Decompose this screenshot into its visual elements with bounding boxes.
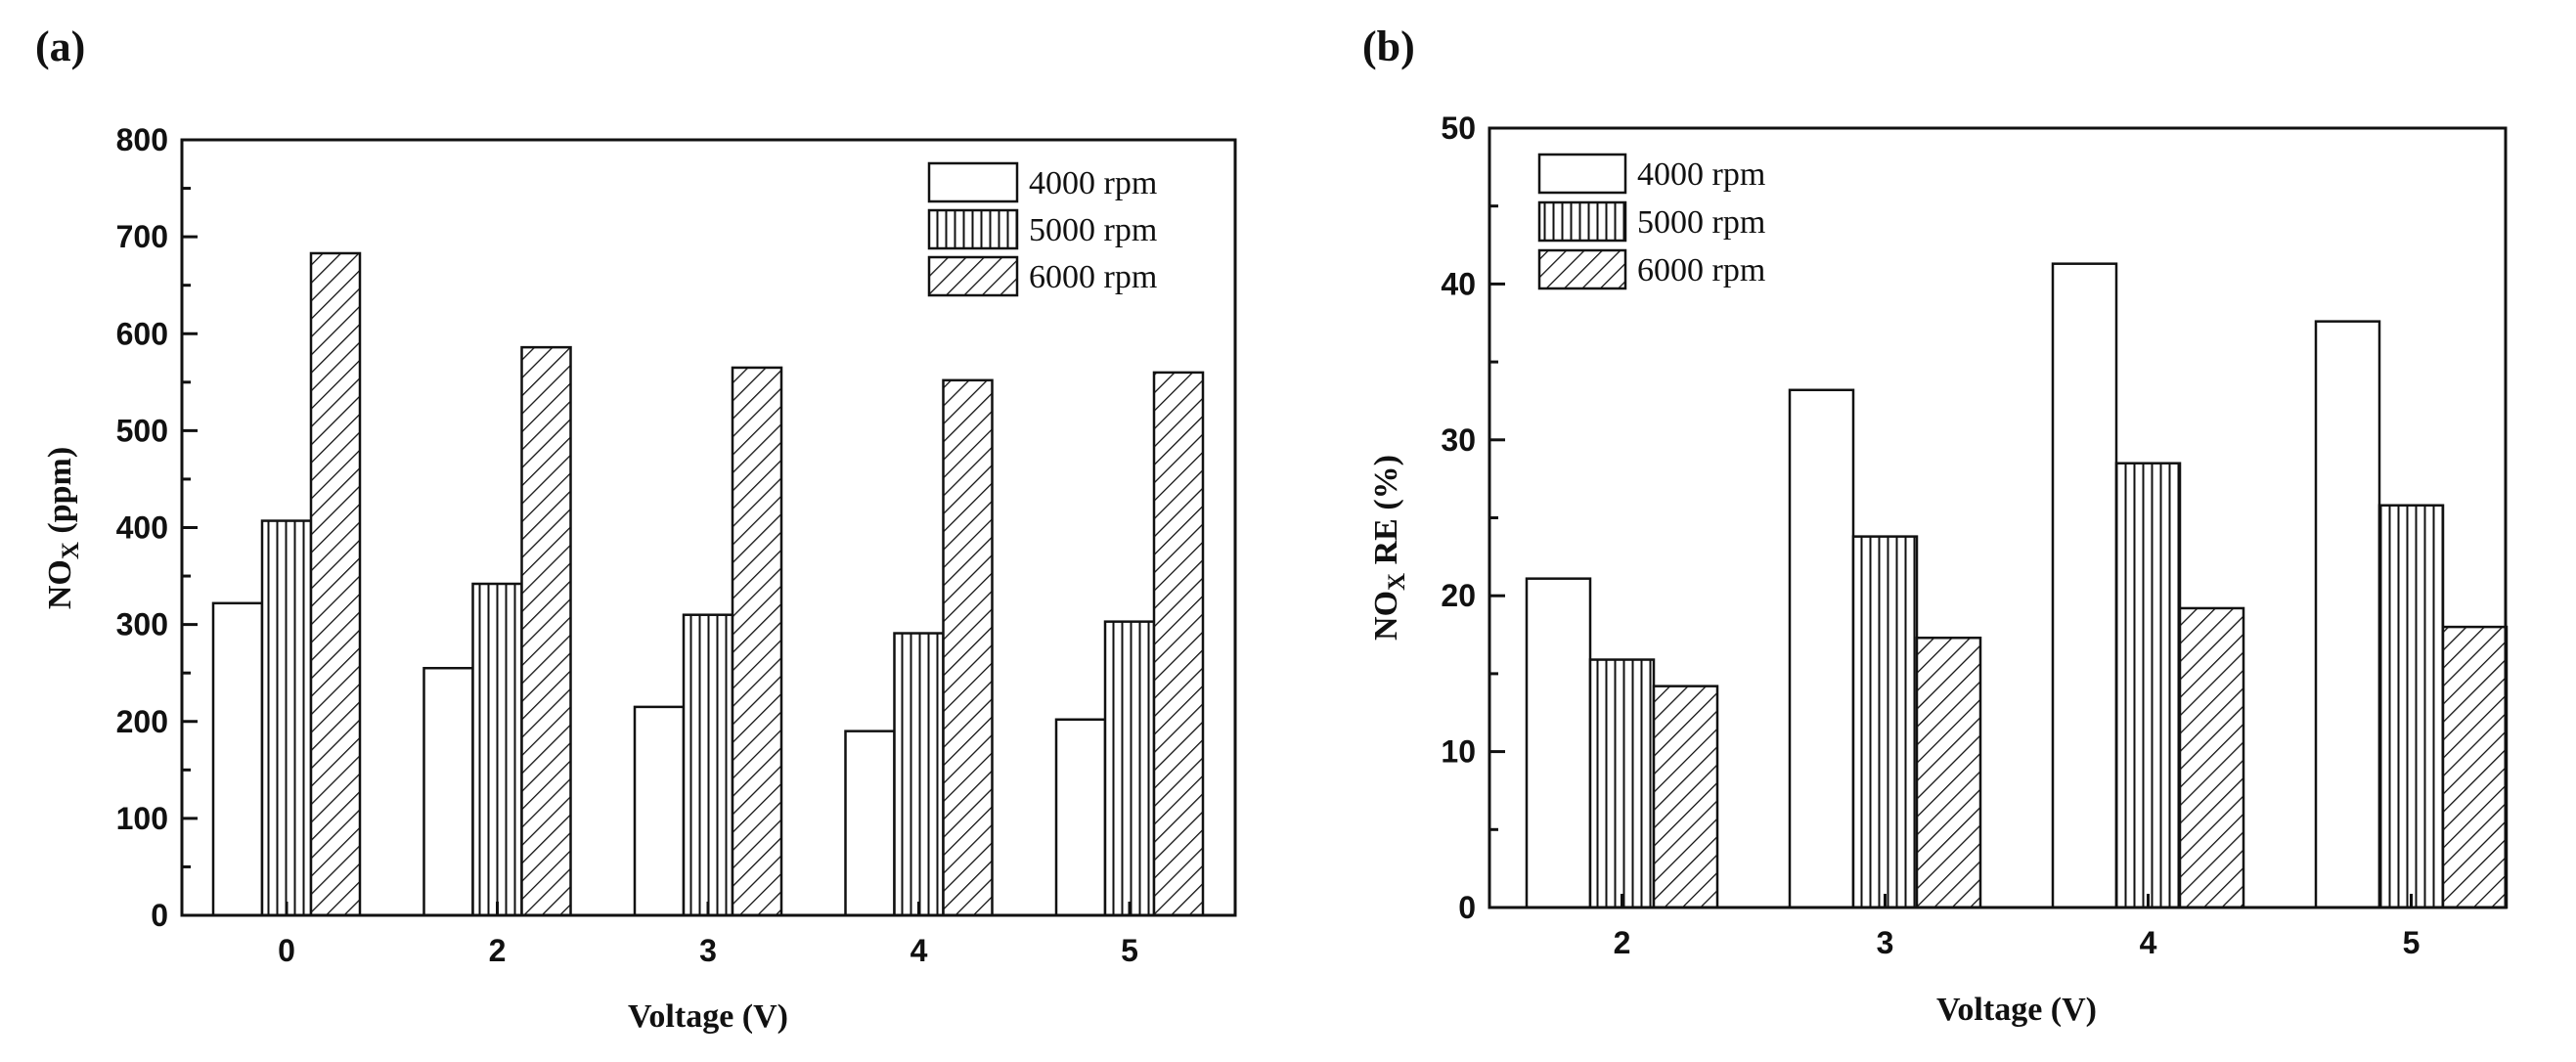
y-axis-title-rest: RE (%): [1368, 455, 1404, 573]
bar-4000-rpm-v3: [633, 705, 686, 917]
bar-6000-rpm-v4: [942, 378, 994, 917]
x-tick-label: 0: [278, 933, 295, 968]
y-tick-label: 10: [1441, 734, 1476, 770]
y-axis-title-rest: (ppm): [42, 447, 78, 542]
chart-panel-b: (b) 0 10 20 30 40 50 2 3 4 5 Voltage (V) NOX RE …: [1362, 22, 2509, 1028]
legend-label: 4000 rpm: [1029, 165, 1157, 201]
legend-swatch: [927, 208, 1019, 250]
bar-6000-rpm-v4: [2178, 606, 2245, 909]
y-tick-label: 50: [1441, 111, 1476, 146]
legend-swatch: [927, 255, 1019, 297]
y-tick-label: 500: [116, 413, 168, 448]
y-tick-label: 300: [116, 607, 168, 642]
x-axis: 0 2 3 4 5: [278, 902, 1138, 968]
chart-panel-a: (a) 0 100 200 300 400 500 600 700 800 0 2 3 4 5 Volt…: [35, 22, 1237, 1035]
bar-4000-rpm-v0: [211, 601, 264, 917]
y-tick-label: 100: [116, 801, 168, 836]
x-tick-label: 3: [699, 933, 717, 968]
y-tick-label: 30: [1441, 422, 1476, 458]
x-axis-title: Voltage (V): [1936, 992, 2097, 1028]
legend-label: 5000 rpm: [1029, 212, 1157, 248]
y-axis: 0 100 200 300 400 500 600 700 800: [116, 122, 198, 933]
bar-5000-rpm-v5: [2377, 504, 2445, 909]
x-axis: 2 3 4 5: [1614, 894, 2421, 960]
bar-6000-rpm-v2: [1652, 685, 1719, 909]
bar-6000-rpm-v2: [520, 345, 572, 917]
y-tick-label: 0: [151, 898, 168, 933]
bar-4000-rpm-v4: [2051, 262, 2118, 909]
x-tick-label: 2: [1614, 925, 1631, 960]
bar-4000-rpm-v2: [1525, 577, 1592, 909]
bar-4000-rpm-v3: [1788, 388, 1855, 909]
bar-6000-rpm-v0: [309, 251, 362, 917]
x-tick-label: 5: [2403, 925, 2421, 960]
bar-group: [211, 251, 1205, 917]
bar-4000-rpm-v5: [2314, 320, 2381, 909]
y-axis-title-main: NO: [1368, 591, 1404, 641]
bar-5000-rpm-v5: [1103, 620, 1156, 917]
bar-6000-rpm-v3: [731, 366, 783, 917]
bar-6000-rpm-v3: [1915, 636, 1982, 909]
x-axis-title: Voltage (V): [628, 998, 788, 1035]
bar-4000-rpm-v5: [1054, 718, 1107, 917]
y-tick-label: 20: [1441, 578, 1476, 613]
legend-label: 5000 rpm: [1637, 204, 1765, 241]
legend-swatch: [1537, 200, 1627, 243]
y-tick-label: 40: [1441, 266, 1476, 301]
bar-5000-rpm-v4: [2114, 462, 2182, 909]
bar-6000-rpm-v5: [1152, 371, 1205, 917]
bar-5000-rpm-v2: [471, 582, 523, 917]
x-tick-label: 4: [910, 933, 928, 968]
y-axis-title-subscript: X: [1384, 573, 1410, 591]
y-tick-label: 700: [116, 219, 168, 254]
panel-label: (a): [35, 22, 85, 70]
y-axis-title: NOX RE (%): [1368, 455, 1410, 641]
x-tick-label: 2: [489, 933, 507, 968]
legend-label: 6000 rpm: [1637, 252, 1765, 288]
legend-label: 6000 rpm: [1029, 259, 1157, 295]
bar-5000-rpm-v0: [260, 519, 313, 917]
bar-4000-rpm-v2: [422, 666, 474, 917]
y-tick-label: 800: [116, 122, 168, 157]
x-tick-label: 4: [2140, 925, 2157, 960]
legend: 4000 rpm 5000 rpm 6000 rpm: [927, 161, 1157, 297]
x-tick-label: 3: [1877, 925, 1894, 960]
y-axis-title: NOX (ppm): [42, 447, 84, 609]
bar-5000-rpm-v4: [893, 632, 945, 917]
legend-swatch: [927, 161, 1019, 203]
bar-4000-rpm-v4: [844, 730, 896, 917]
y-axis-title-subscript: X: [58, 542, 84, 559]
y-tick-label: 400: [116, 510, 168, 546]
panel-label: (b): [1362, 22, 1415, 70]
y-axis-title-main: NO: [42, 559, 78, 609]
y-axis: 0 10 20 30 40 50: [1441, 111, 1505, 925]
y-tick-label: 0: [1458, 890, 1476, 925]
legend-swatch: [1537, 248, 1627, 290]
x-tick-label: 5: [1121, 933, 1138, 968]
legend: 4000 rpm 5000 rpm 6000 rpm: [1537, 153, 1765, 290]
y-tick-label: 200: [116, 704, 168, 739]
bar-group: [1525, 262, 2509, 909]
bar-6000-rpm-v5: [2441, 625, 2509, 909]
bar-5000-rpm-v3: [1851, 535, 1919, 909]
bar-5000-rpm-v3: [682, 613, 734, 917]
legend-label: 4000 rpm: [1637, 156, 1765, 193]
y-tick-label: 600: [116, 316, 168, 351]
bar-5000-rpm-v2: [1588, 658, 1656, 909]
legend-swatch: [1537, 153, 1627, 195]
